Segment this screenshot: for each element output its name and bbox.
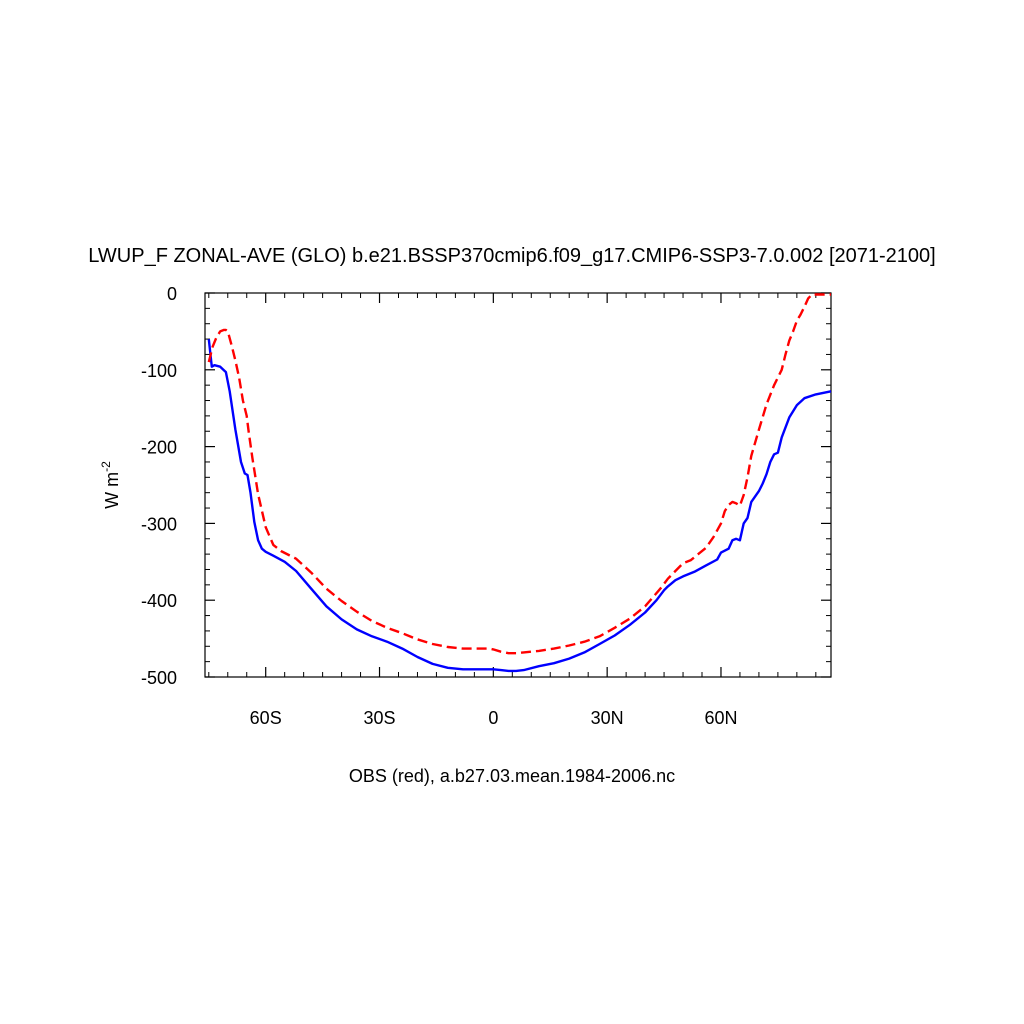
series-line-obs — [207, 293, 831, 655]
y-axis-label-unit: W m — [102, 472, 122, 509]
x-tick-label: 60N — [704, 708, 737, 728]
x-tick-label: 0 — [488, 708, 498, 728]
plot-frame — [204, 292, 832, 678]
y-tick-label: 0 — [167, 284, 177, 304]
plot-border — [204, 292, 832, 678]
series-line-model — [207, 338, 832, 673]
y-axis: 0 -100 -200 -300 -400 -500 — [141, 284, 831, 688]
minor-ticks — [205, 293, 831, 677]
y-axis-label: W m-2 — [99, 461, 122, 509]
x-tick-label: 30S — [364, 708, 396, 728]
x-tick-label: 60S — [250, 708, 282, 728]
x-axis-label: OBS (red), a.b27.03.mean.1984-2006.nc — [349, 766, 675, 786]
y-tick-label: -500 — [141, 668, 177, 688]
chart-title: LWUP_F ZONAL-AVE (GLO) b.e21.BSSP370cmip… — [88, 245, 935, 267]
series-layer — [207, 293, 832, 673]
y-axis-label-exponent: -2 — [99, 461, 113, 472]
y-tick-label: -200 — [141, 438, 177, 458]
x-tick-label: 30N — [591, 708, 624, 728]
y-tick-label: -400 — [141, 591, 177, 611]
y-tick-label: -100 — [141, 361, 177, 381]
x-axis: 60S 30S 0 30N 60N — [250, 293, 737, 728]
y-tick-label: -300 — [141, 514, 177, 534]
